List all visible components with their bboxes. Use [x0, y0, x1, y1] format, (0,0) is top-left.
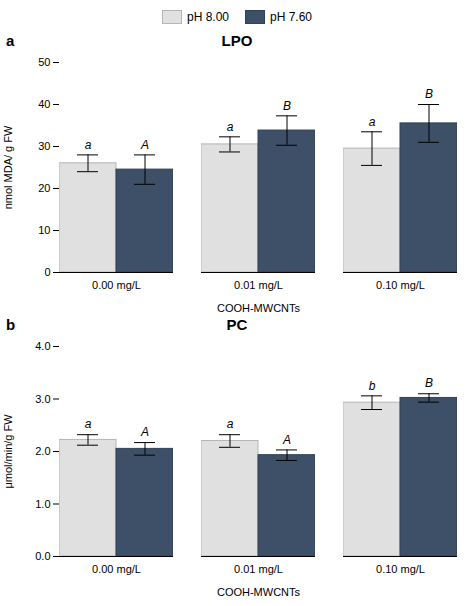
- svg-text:b: b: [369, 379, 376, 393]
- svg-text:0.01 mg/L: 0.01 mg/L: [234, 279, 283, 291]
- svg-text:COOH-MWCNTs: COOH-MWCNTs: [217, 302, 301, 314]
- svg-text:A: A: [140, 138, 149, 152]
- svg-text:a: a: [85, 417, 92, 431]
- svg-text:a: a: [369, 115, 376, 129]
- html-text:PC: PC: [226, 316, 248, 333]
- html-text:LPO: LPO: [221, 32, 253, 49]
- html-text:pH 8.00: pH 8.00: [187, 9, 229, 24]
- svg-text:a: a: [227, 417, 234, 431]
- svg-text:40: 40: [38, 98, 50, 110]
- svg-text:A: A: [282, 433, 291, 447]
- svg-text:0.01 mg/L: 0.01 mg/L: [234, 563, 283, 575]
- html-text:a: a: [6, 32, 15, 49]
- svg-text:B: B: [283, 99, 291, 113]
- svg-text:A: A: [140, 425, 149, 439]
- html-text:b: b: [6, 316, 16, 333]
- svg-text:10: 10: [38, 224, 50, 236]
- svg-text:0: 0: [44, 266, 50, 278]
- svg-text:0.00 mg/L: 0.00 mg/L: [92, 279, 141, 291]
- svg-text:B: B: [425, 376, 433, 390]
- svg-text:3.0: 3.0: [35, 393, 50, 405]
- svg-text:B: B: [425, 87, 433, 101]
- svg-text:a: a: [85, 138, 92, 152]
- svg-text:20: 20: [38, 182, 50, 194]
- svg-text:4.0: 4.0: [35, 340, 50, 352]
- svg-text:0.00 mg/L: 0.00 mg/L: [92, 563, 141, 575]
- svg-text:COOH-MWCNTs: COOH-MWCNTs: [217, 586, 301, 598]
- svg-text:0.0: 0.0: [35, 550, 50, 562]
- svg-text:0.10 mg/L: 0.10 mg/L: [376, 563, 425, 575]
- svg-text:a: a: [227, 120, 234, 134]
- svg-text:30: 30: [38, 140, 50, 152]
- html-text:pH 7.60: pH 7.60: [270, 9, 312, 24]
- svg-text:μmol/min/g FW: μmol/min/g FW: [2, 414, 14, 489]
- svg-text:1.0: 1.0: [35, 498, 50, 510]
- svg-text:nmol MDA/ g FW: nmol MDA/ g FW: [2, 125, 14, 209]
- svg-text:2.0: 2.0: [35, 445, 50, 457]
- svg-text:0.10 mg/L: 0.10 mg/L: [376, 279, 425, 291]
- svg-text:50: 50: [38, 56, 50, 68]
